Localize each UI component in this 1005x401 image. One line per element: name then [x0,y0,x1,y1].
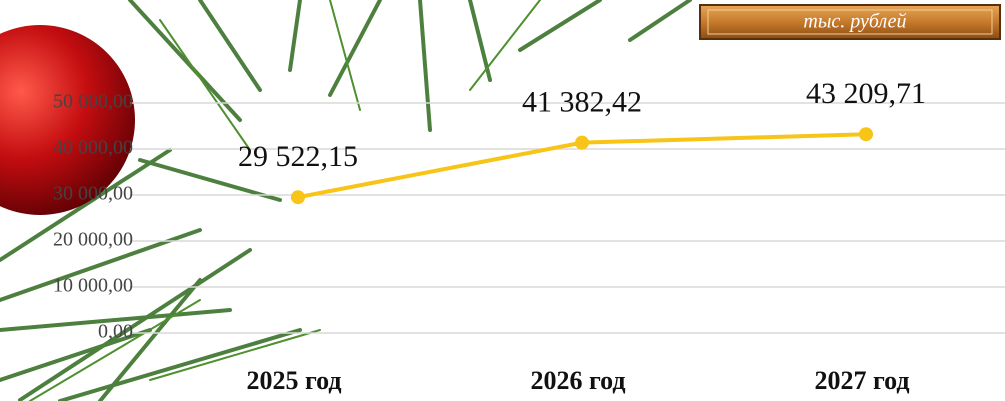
y-tick-label: 10 000,00 [53,275,133,297]
data-label: 43 209,71 [806,77,926,110]
marker [291,190,305,204]
y-tick-label: 40 000,00 [53,137,133,159]
decoration [0,0,1000,401]
data-label: 29 522,15 [238,140,358,173]
y-tick-label: 30 000,00 [53,183,133,205]
y-tick-label: 0,00 [98,321,133,343]
data-label: 41 382,42 [522,86,642,119]
x-tick-label: 2025 год [246,366,341,395]
y-tick-label: 20 000,00 [53,229,133,251]
chart: тыс. рублей 0,00 10 000,00 20 000,00 30 000… [0,0,1005,401]
marker [575,136,589,150]
marker [859,127,873,141]
unit-note: тыс. рублей [803,11,906,33]
y-tick-label: 50 000,00 [53,91,133,113]
x-tick-label: 2026 год [530,366,625,395]
x-tick-label: 2027 год [814,366,909,395]
